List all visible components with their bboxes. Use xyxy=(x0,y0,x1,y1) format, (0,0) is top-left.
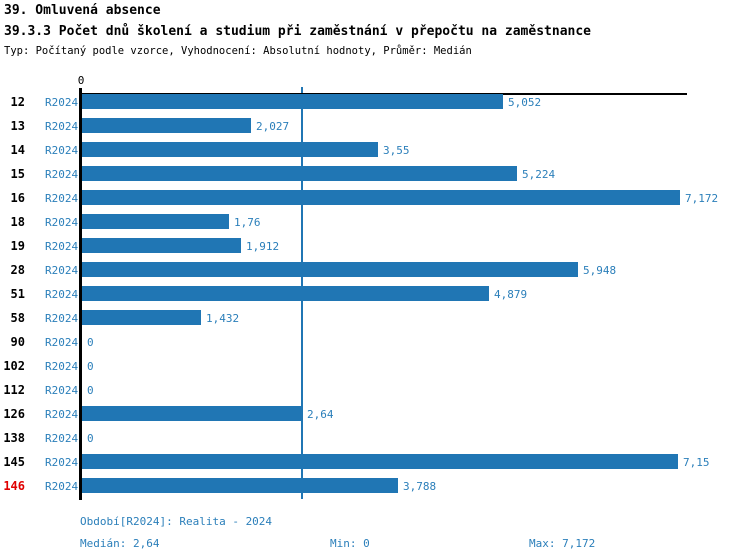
series-label: R2024 xyxy=(45,120,79,133)
series-label: R2024 xyxy=(45,360,79,373)
bar[interactable] xyxy=(82,190,680,205)
footer-min: Min: 0 xyxy=(330,537,370,550)
chart-row: 16 R2024 7,172 xyxy=(0,186,750,210)
bar[interactable] xyxy=(82,310,201,325)
chart-row: 18 R2024 1,76 xyxy=(0,210,750,234)
value-label: 1,76 xyxy=(234,216,261,229)
series-label: R2024 xyxy=(45,192,79,205)
category-label: 19 xyxy=(10,239,25,253)
bar[interactable] xyxy=(82,286,489,301)
series-label: R2024 xyxy=(45,264,79,277)
bar[interactable] xyxy=(82,238,241,253)
value-label: 0 xyxy=(87,384,94,397)
report-section-title: 39. Omluvená absence xyxy=(4,3,161,18)
category-label: 102 xyxy=(3,359,25,373)
category-label: 146 xyxy=(3,479,25,493)
bar[interactable] xyxy=(82,478,398,493)
value-label: 0 xyxy=(87,360,94,373)
value-label: 0 xyxy=(87,336,94,349)
bar[interactable] xyxy=(82,262,578,277)
chart-row: 15 R2024 5,224 xyxy=(0,162,750,186)
series-label: R2024 xyxy=(45,480,79,493)
category-label: 138 xyxy=(3,431,25,445)
value-label: 2,027 xyxy=(256,120,290,133)
series-label: R2024 xyxy=(45,168,79,181)
chart-row: 13 R2024 2,027 xyxy=(0,114,750,138)
chart-row: 145 R2024 7,15 xyxy=(0,450,750,474)
footer-median: Medián: 2,64 xyxy=(80,537,160,550)
chart-row: 138 R2024 0 xyxy=(0,426,750,450)
category-label: 13 xyxy=(10,119,25,133)
chart-row: 102 R2024 0 xyxy=(0,354,750,378)
category-label: 12 xyxy=(10,95,25,109)
y-axis-line xyxy=(79,88,82,500)
chart-row: 14 R2024 3,55 xyxy=(0,138,750,162)
chart-row: 58 R2024 1,432 xyxy=(0,306,750,330)
footer-max: Max: 7,172 xyxy=(529,537,596,550)
chart-subtitle: Typ: Počítaný podle vzorce, Vyhodnocení:… xyxy=(4,45,472,57)
bar[interactable] xyxy=(82,406,302,421)
series-label: R2024 xyxy=(45,432,79,445)
series-label: R2024 xyxy=(45,312,79,325)
chart-row: 12 R2024 5,052 xyxy=(0,90,750,114)
value-label: 5,948 xyxy=(583,264,617,277)
chart-row: 51 R2024 4,879 xyxy=(0,282,750,306)
bar[interactable] xyxy=(82,142,378,157)
bar[interactable] xyxy=(82,94,503,109)
series-label: R2024 xyxy=(45,288,79,301)
category-label: 112 xyxy=(3,383,25,397)
value-label: 7,172 xyxy=(685,192,719,205)
value-label: 0 xyxy=(87,432,94,445)
category-label: 51 xyxy=(10,287,25,301)
series-label: R2024 xyxy=(45,336,79,349)
value-label: 7,15 xyxy=(683,456,710,469)
category-label: 126 xyxy=(3,407,25,421)
bar[interactable] xyxy=(82,166,517,181)
chart-row: 146 R2024 3,788 xyxy=(0,474,750,498)
chart-row: 112 R2024 0 xyxy=(0,378,750,402)
bar[interactable] xyxy=(82,118,251,133)
bar[interactable] xyxy=(82,454,678,469)
category-label: 58 xyxy=(10,311,25,325)
category-label: 14 xyxy=(10,143,25,157)
x-axis-zero-tick-label: 0 xyxy=(77,74,85,87)
value-label: 1,432 xyxy=(206,312,240,325)
chart-row: 19 R2024 1,912 xyxy=(0,234,750,258)
chart-row: 126 R2024 2,64 xyxy=(0,402,750,426)
category-label: 90 xyxy=(10,335,25,349)
category-label: 18 xyxy=(10,215,25,229)
value-label: 5,224 xyxy=(522,168,556,181)
value-label: 3,788 xyxy=(403,480,437,493)
category-label: 145 xyxy=(3,455,25,469)
value-label: 3,55 xyxy=(383,144,410,157)
category-label: 28 xyxy=(10,263,25,277)
chart-title: 39.3.3 Počet dnů školení a studium při z… xyxy=(4,24,591,39)
category-label: 15 xyxy=(10,167,25,181)
series-label: R2024 xyxy=(45,144,79,157)
category-label: 16 xyxy=(10,191,25,205)
series-label: R2024 xyxy=(45,216,79,229)
bar[interactable] xyxy=(82,214,229,229)
series-label: R2024 xyxy=(45,96,79,109)
chart-row: 28 R2024 5,948 xyxy=(0,258,750,282)
chart-row: 90 R2024 0 xyxy=(0,330,750,354)
series-label: R2024 xyxy=(45,408,79,421)
value-label: 5,052 xyxy=(508,96,542,109)
value-label: 4,879 xyxy=(494,288,528,301)
value-label: 2,64 xyxy=(307,408,334,421)
value-label: 1,912 xyxy=(246,240,280,253)
footer-period: Období[R2024]: Realita - 2024 xyxy=(80,515,273,528)
series-label: R2024 xyxy=(45,384,79,397)
series-label: R2024 xyxy=(45,240,79,253)
series-label: R2024 xyxy=(45,456,79,469)
